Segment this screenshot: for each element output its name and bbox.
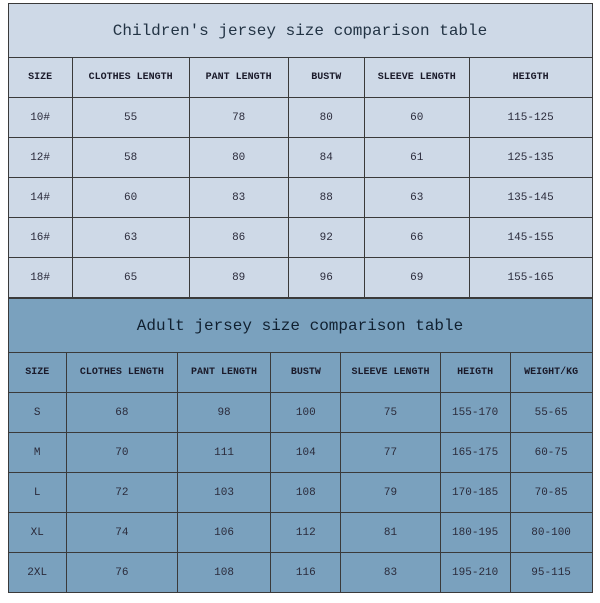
table-cell: 104 <box>271 433 341 473</box>
table-cell: 14# <box>8 178 72 218</box>
table-cell: 77 <box>341 433 440 473</box>
adult-size-table: Adult jersey size comparison table SIZEC… <box>8 298 593 593</box>
table-cell: 76 <box>66 553 177 593</box>
table-cell: 18# <box>8 258 72 298</box>
table-cell: 98 <box>177 393 270 433</box>
table-cell: 106 <box>177 513 270 553</box>
table-cell: 116 <box>271 553 341 593</box>
table-cell: L <box>8 473 66 513</box>
table-cell: 74 <box>66 513 177 553</box>
children-size-table: Children's jersey size comparison table … <box>8 3 593 298</box>
table-cell: 108 <box>177 553 270 593</box>
table-row: M7011110477165-17560-75 <box>8 433 592 473</box>
table-cell: 70-85 <box>510 473 592 513</box>
table-cell: 61 <box>364 138 469 178</box>
table-cell: 80 <box>288 98 364 138</box>
table-cell: 55 <box>72 98 189 138</box>
table-cell: 88 <box>288 178 364 218</box>
adult-table-title: Adult jersey size comparison table <box>8 299 592 353</box>
table-cell: 70 <box>66 433 177 473</box>
column-header: PANT LENGTH <box>177 353 270 393</box>
table-row: S689810075155-17055-65 <box>8 393 592 433</box>
column-header: HEIGTH <box>440 353 510 393</box>
table-row: XL7410611281180-19580-100 <box>8 513 592 553</box>
table-cell: 103 <box>177 473 270 513</box>
column-header: SIZE <box>8 353 66 393</box>
table-row: 18#65899669155-165 <box>8 258 592 298</box>
column-header: BUSTW <box>288 58 364 98</box>
table-cell: 58 <box>72 138 189 178</box>
table-cell: 60-75 <box>510 433 592 473</box>
table-row: 16#63869266145-155 <box>8 218 592 258</box>
table-cell: 145-155 <box>469 218 592 258</box>
table-cell: 79 <box>341 473 440 513</box>
table-cell: 78 <box>189 98 288 138</box>
table-cell: 12# <box>8 138 72 178</box>
table-cell: 69 <box>364 258 469 298</box>
table-cell: 66 <box>364 218 469 258</box>
table-cell: 80 <box>189 138 288 178</box>
children-table-title: Children's jersey size comparison table <box>8 4 592 58</box>
table-row: 10#55788060115-125 <box>8 98 592 138</box>
table-cell: 72 <box>66 473 177 513</box>
table-cell: 10# <box>8 98 72 138</box>
table-cell: 2XL <box>8 553 66 593</box>
table-cell: 75 <box>341 393 440 433</box>
table-cell: 81 <box>341 513 440 553</box>
table-cell: 86 <box>189 218 288 258</box>
table-cell: XL <box>8 513 66 553</box>
table-cell: 115-125 <box>469 98 592 138</box>
table-cell: 89 <box>189 258 288 298</box>
adult-table-header: SIZECLOTHES LENGTHPANT LENGTHBUSTWSLEEVE… <box>8 353 592 393</box>
table-cell: 68 <box>66 393 177 433</box>
table-cell: 112 <box>271 513 341 553</box>
children-table-header: SIZECLOTHES LENGTHPANT LENGTHBUSTWSLEEVE… <box>8 58 592 98</box>
table-cell: 84 <box>288 138 364 178</box>
table-cell: 165-175 <box>440 433 510 473</box>
column-header: SIZE <box>8 58 72 98</box>
table-cell: 83 <box>189 178 288 218</box>
table-cell: 108 <box>271 473 341 513</box>
column-header: BUSTW <box>271 353 341 393</box>
column-header: SLEEVE LENGTH <box>364 58 469 98</box>
table-cell: 65 <box>72 258 189 298</box>
table-cell: 63 <box>72 218 189 258</box>
table-cell: S <box>8 393 66 433</box>
table-cell: 100 <box>271 393 341 433</box>
table-row: L7210310879170-18570-85 <box>8 473 592 513</box>
table-cell: 125-135 <box>469 138 592 178</box>
table-cell: 96 <box>288 258 364 298</box>
table-cell: 155-165 <box>469 258 592 298</box>
column-header: CLOTHES LENGTH <box>66 353 177 393</box>
table-cell: 60 <box>364 98 469 138</box>
table-cell: 180-195 <box>440 513 510 553</box>
table-cell: 95-115 <box>510 553 592 593</box>
column-header: SLEEVE LENGTH <box>341 353 440 393</box>
table-row: 14#60838863135-145 <box>8 178 592 218</box>
table-cell: 16# <box>8 218 72 258</box>
table-cell: 195-210 <box>440 553 510 593</box>
table-cell: 60 <box>72 178 189 218</box>
column-header: WEIGHT/KG <box>510 353 592 393</box>
table-cell: 135-145 <box>469 178 592 218</box>
column-header: HEIGTH <box>469 58 592 98</box>
table-cell: 111 <box>177 433 270 473</box>
table-cell: 83 <box>341 553 440 593</box>
table-cell: 63 <box>364 178 469 218</box>
table-cell: 170-185 <box>440 473 510 513</box>
table-cell: 80-100 <box>510 513 592 553</box>
table-cell: 55-65 <box>510 393 592 433</box>
table-cell: 92 <box>288 218 364 258</box>
column-header: CLOTHES LENGTH <box>72 58 189 98</box>
table-cell: M <box>8 433 66 473</box>
table-row: 12#58808461125-135 <box>8 138 592 178</box>
table-row: 2XL7610811683195-21095-115 <box>8 553 592 593</box>
table-cell: 155-170 <box>440 393 510 433</box>
column-header: PANT LENGTH <box>189 58 288 98</box>
